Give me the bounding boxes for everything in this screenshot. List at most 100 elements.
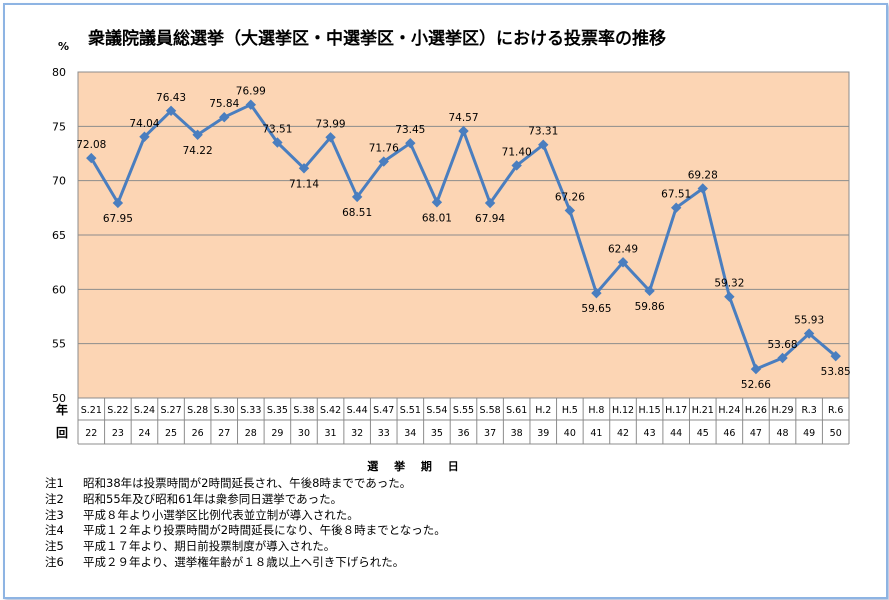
x-tick-label: H.8 xyxy=(588,405,604,416)
x-tick-label: S.44 xyxy=(347,405,368,416)
x-tick-label: S.30 xyxy=(214,405,235,416)
data-label: 71.76 xyxy=(369,143,399,155)
data-label: 59.86 xyxy=(635,301,665,313)
x-tick-label: H.24 xyxy=(718,405,740,416)
data-label: 67.51 xyxy=(661,189,691,201)
session-number: 48 xyxy=(776,428,788,439)
plot-area: 50 55 60 65 70 75 80 年回 S.21 22 S.22 23 S.24 24 S.27 25… xyxy=(52,66,851,445)
note-id: 注3 xyxy=(45,507,64,522)
data-label: 68.51 xyxy=(342,207,372,219)
data-point xyxy=(272,137,283,148)
data-point xyxy=(777,352,788,364)
x-tick-label: H.12 xyxy=(612,405,634,416)
x-tick-label: S.21 xyxy=(81,405,102,416)
row-header-session: 回 xyxy=(56,426,68,440)
x-tick-label: S.42 xyxy=(320,405,341,416)
x-tick-label: S.55 xyxy=(453,405,474,416)
data-point xyxy=(219,111,230,123)
session-number: 43 xyxy=(644,428,656,439)
session-number: 35 xyxy=(431,428,443,439)
data-point xyxy=(192,129,203,141)
y-tick-label: 65 xyxy=(52,229,66,242)
x-tick-label: S.28 xyxy=(187,405,208,416)
session-number: 37 xyxy=(484,428,496,439)
data-point xyxy=(617,257,629,268)
data-label: 69.28 xyxy=(688,169,718,181)
x-tick-label: H.15 xyxy=(639,405,661,416)
session-number: 25 xyxy=(165,428,177,439)
session-number: 45 xyxy=(697,428,709,439)
x-tick-label: H.2 xyxy=(535,405,551,416)
session-number: 41 xyxy=(590,428,602,439)
data-point xyxy=(325,132,336,143)
session-number: 26 xyxy=(192,428,204,439)
data-point xyxy=(378,156,389,167)
data-label: 76.99 xyxy=(236,86,266,98)
session-number: 40 xyxy=(564,428,576,439)
data-label: 72.08 xyxy=(76,139,106,151)
note-text: 昭和55年及び昭和61年は衆参同日選挙であった。 xyxy=(83,491,343,506)
session-number: 22 xyxy=(85,428,97,439)
data-point xyxy=(112,197,124,209)
data-label: 67.95 xyxy=(103,213,133,225)
data-point xyxy=(591,287,602,299)
data-point xyxy=(139,131,150,142)
data-point xyxy=(165,105,177,117)
note-text: 昭和38年は投票時間が2時間延長され、午後8時までであった。 xyxy=(83,476,412,490)
data-label: 62.49 xyxy=(608,243,638,255)
data-label: 67.26 xyxy=(555,191,585,203)
data-label: 53.85 xyxy=(821,366,851,378)
data-point xyxy=(644,285,655,297)
data-label: 73.45 xyxy=(395,124,425,136)
data-label: 73.99 xyxy=(316,118,346,130)
session-number: 49 xyxy=(803,428,815,439)
note-id: 注2 xyxy=(45,491,64,506)
data-label: 75.84 xyxy=(209,98,239,110)
note-id: 注4 xyxy=(45,523,64,538)
data-point xyxy=(86,152,97,164)
x-axis-title: 選 挙 期 日 xyxy=(367,459,465,473)
session-number: 46 xyxy=(723,428,735,439)
data-point xyxy=(830,350,841,362)
note-text: 平成１７年より、期日前投票制度が導入された。 xyxy=(83,539,336,554)
data-point xyxy=(564,205,576,216)
x-tick-label: S.38 xyxy=(293,405,314,416)
data-label: 68.01 xyxy=(422,212,452,224)
data-label: 52.66 xyxy=(741,379,771,391)
x-tick-label: H.29 xyxy=(771,405,793,416)
data-point xyxy=(431,197,443,208)
y-tick-label: 70 xyxy=(52,175,66,188)
note-text: 平成８年より小選挙区比例代表並立制が導入された。 xyxy=(83,507,359,522)
x-tick-label: S.35 xyxy=(267,405,288,416)
x-tick-label: S.27 xyxy=(160,405,181,416)
data-label: 55.93 xyxy=(794,315,824,327)
y-tick-label: 60 xyxy=(52,283,66,296)
data-point xyxy=(245,99,257,110)
data-point xyxy=(724,291,735,302)
data-point xyxy=(697,183,708,194)
x-tick-label: H.5 xyxy=(562,405,578,416)
data-label: 71.40 xyxy=(502,146,532,158)
data-point xyxy=(803,328,815,339)
note-item: 注4 平成１２年より投票時間が2時間延長になり、午後８時までとなった。 xyxy=(45,523,446,539)
session-number: 50 xyxy=(830,428,842,439)
data-point xyxy=(298,163,310,174)
note-id: 注5 xyxy=(45,539,64,554)
data-point xyxy=(670,202,682,213)
x-tick-label: S.22 xyxy=(107,405,128,416)
data-label: 59.65 xyxy=(581,303,611,315)
session-number: 34 xyxy=(404,428,416,439)
x-tick-label: R.6 xyxy=(828,405,843,416)
data-point xyxy=(511,160,522,171)
y-tick-label: 50 xyxy=(52,392,66,405)
session-number: 29 xyxy=(271,428,283,439)
x-tick-label: S.51 xyxy=(400,405,421,416)
data-label: 73.31 xyxy=(528,126,558,138)
data-label: 74.57 xyxy=(448,112,478,124)
session-number: 32 xyxy=(351,428,363,439)
data-label: 59.32 xyxy=(714,278,744,290)
session-number: 47 xyxy=(750,428,762,439)
data-label: 76.43 xyxy=(156,92,186,104)
x-tick-label: S.61 xyxy=(506,405,527,416)
